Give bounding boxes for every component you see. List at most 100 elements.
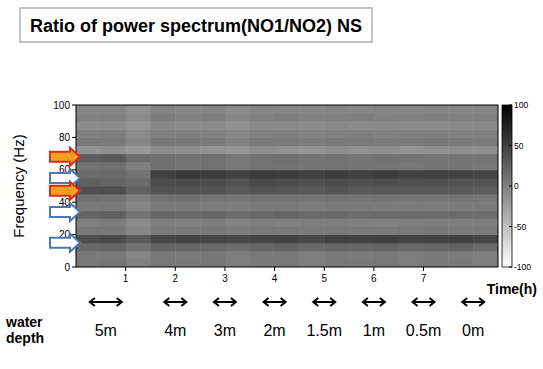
cell — [126, 162, 151, 171]
cell — [200, 105, 225, 114]
x-tick-label: 2 — [173, 273, 179, 284]
cell — [275, 251, 300, 260]
cell — [324, 259, 349, 267]
cell — [349, 129, 374, 138]
cell — [349, 210, 374, 219]
cell — [175, 202, 200, 211]
cell — [76, 137, 101, 146]
cell — [374, 178, 399, 187]
cell — [299, 186, 324, 195]
cell — [225, 154, 250, 163]
cell — [126, 105, 151, 114]
cell — [150, 202, 175, 211]
cell — [150, 146, 175, 155]
cell — [101, 170, 126, 179]
cell — [448, 251, 473, 260]
cell — [324, 210, 349, 219]
cell — [374, 170, 399, 179]
cell — [275, 210, 300, 219]
cell — [275, 121, 300, 130]
cell — [76, 218, 101, 227]
cell — [374, 202, 399, 211]
cell — [349, 218, 374, 227]
cell — [126, 178, 151, 187]
cell — [101, 105, 126, 114]
cell — [299, 146, 324, 155]
cell — [250, 186, 275, 195]
cell — [101, 243, 126, 252]
cell — [349, 162, 374, 171]
frequency-arrow — [50, 148, 80, 166]
cell — [374, 251, 399, 260]
cell — [275, 243, 300, 252]
cell — [374, 162, 399, 171]
cell — [175, 170, 200, 179]
cell — [448, 227, 473, 236]
cell — [175, 105, 200, 114]
cell — [250, 178, 275, 187]
cell — [374, 113, 399, 122]
cell — [150, 259, 175, 267]
cell — [424, 162, 449, 171]
cell — [175, 186, 200, 195]
cell — [275, 162, 300, 171]
cell — [250, 146, 275, 155]
cell — [150, 243, 175, 252]
cell — [349, 170, 374, 179]
colorbar-tick-label: 50 — [514, 141, 524, 151]
cell — [175, 154, 200, 163]
cell — [324, 170, 349, 179]
cell — [126, 202, 151, 211]
y-axis-title: Frequency (Hz) — [10, 134, 27, 237]
cell — [399, 178, 424, 187]
cell — [399, 129, 424, 138]
cell — [349, 194, 374, 203]
depth-title-line: water — [5, 314, 43, 330]
cell — [324, 178, 349, 187]
colorbar-tick-label: 0 — [514, 181, 519, 191]
cell — [448, 259, 473, 267]
x-tick-label: 3 — [222, 273, 228, 284]
x-tick-label: 6 — [371, 273, 377, 284]
cell — [275, 194, 300, 203]
cell — [250, 137, 275, 146]
y-tick-label: 80 — [59, 132, 71, 143]
cell — [299, 194, 324, 203]
cell — [473, 121, 498, 130]
cell — [374, 105, 399, 114]
cell — [126, 259, 151, 267]
cell — [473, 137, 498, 146]
cell — [299, 178, 324, 187]
cell — [349, 202, 374, 211]
cell — [349, 235, 374, 244]
frequency-arrow — [50, 234, 80, 252]
cell — [150, 121, 175, 130]
cell — [126, 210, 151, 219]
cell — [448, 146, 473, 155]
cell — [275, 113, 300, 122]
depth-interval-arrow — [363, 298, 385, 306]
cell — [225, 178, 250, 187]
cell — [101, 113, 126, 122]
cell — [473, 194, 498, 203]
cell — [473, 186, 498, 195]
depth-label: 0.5m — [406, 322, 442, 339]
cell — [374, 154, 399, 163]
cell — [250, 210, 275, 219]
cell — [150, 210, 175, 219]
cell — [299, 154, 324, 163]
cell — [225, 235, 250, 244]
cell — [374, 259, 399, 267]
cell — [399, 154, 424, 163]
x-tick — [224, 267, 225, 271]
cell — [349, 121, 374, 130]
cell — [374, 137, 399, 146]
x-tick-label: 4 — [272, 273, 278, 284]
frequency-arrow — [50, 169, 80, 187]
cell — [250, 170, 275, 179]
cell — [349, 243, 374, 252]
cell — [448, 210, 473, 219]
cell — [225, 146, 250, 155]
cell — [126, 235, 151, 244]
cell — [399, 218, 424, 227]
